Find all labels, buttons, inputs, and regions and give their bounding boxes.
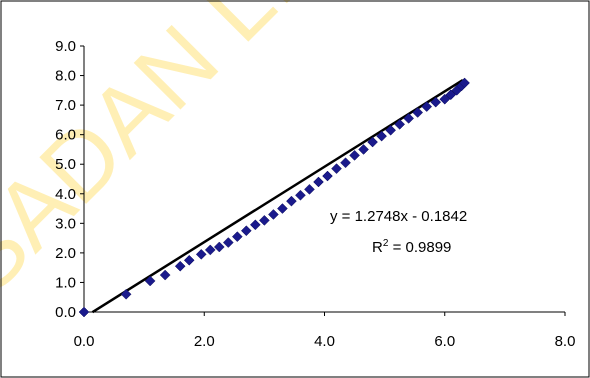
data-point <box>240 225 252 237</box>
x-tick-label: 0.0 <box>74 333 95 350</box>
y-tick-label: 7.0 <box>55 97 76 114</box>
x-tick-label: 4.0 <box>314 333 335 350</box>
data-point <box>304 183 315 195</box>
data-point <box>286 195 297 207</box>
data-point <box>250 219 261 231</box>
y-tick-label: 8.0 <box>55 68 76 85</box>
y-tick-label: 6.0 <box>55 127 76 144</box>
data-point <box>195 249 207 260</box>
data-point <box>183 254 195 266</box>
data-point <box>222 237 234 248</box>
data-point <box>78 306 90 318</box>
equation-label: y = 1.2748x - 0.1842 <box>330 208 467 225</box>
r-squared-label: R2 = 0.9899 <box>372 238 451 256</box>
data-point <box>340 157 351 169</box>
data-point <box>174 260 186 272</box>
data-point <box>421 101 433 112</box>
data-point <box>459 77 470 89</box>
data-point <box>445 89 457 101</box>
data-point <box>349 150 360 161</box>
data-point <box>259 215 270 226</box>
y-tick-label: 0.0 <box>55 304 76 321</box>
y-tick-label: 5.0 <box>55 156 76 173</box>
data-points <box>78 77 470 318</box>
data-point <box>144 275 156 287</box>
data-point <box>204 244 216 256</box>
data-point <box>367 136 378 148</box>
r-squared-superscript: 2 <box>383 238 389 249</box>
r-squared-value: = 0.9899 <box>388 239 451 256</box>
data-point <box>268 209 279 220</box>
r-squared-prefix: R <box>372 239 383 256</box>
axes <box>80 45 566 316</box>
tick-labels: 0.0 1.0 2.0 3.0 4.0 5.0 6.0 7.0 8.0 9.0 0.0 2.0 4.0 6… <box>55 38 575 350</box>
y-tick-label: 3.0 <box>55 215 76 232</box>
data-point <box>439 93 451 105</box>
data-point <box>159 269 171 281</box>
data-point <box>376 130 387 142</box>
data-point <box>120 288 132 300</box>
y-tick-label: 9.0 <box>55 38 76 55</box>
data-point <box>231 231 243 242</box>
data-point <box>322 170 333 182</box>
y-tick-label: 4.0 <box>55 186 76 203</box>
data-point <box>412 107 424 118</box>
x-tick-label: 8.0 <box>555 333 576 350</box>
data-point <box>295 189 306 201</box>
y-tick-label: 1.0 <box>55 274 76 291</box>
x-tick-label: 2.0 <box>194 333 215 350</box>
data-point <box>430 96 442 108</box>
data-point <box>213 241 225 253</box>
trendline <box>91 79 464 314</box>
data-point <box>277 203 288 214</box>
x-tick-label: 6.0 <box>434 333 455 350</box>
data-point <box>313 176 324 188</box>
data-point <box>331 163 342 175</box>
y-tick-label: 2.0 <box>55 245 76 262</box>
data-point <box>385 124 396 136</box>
data-point <box>403 113 415 124</box>
data-point <box>394 118 406 130</box>
data-point <box>358 144 369 155</box>
